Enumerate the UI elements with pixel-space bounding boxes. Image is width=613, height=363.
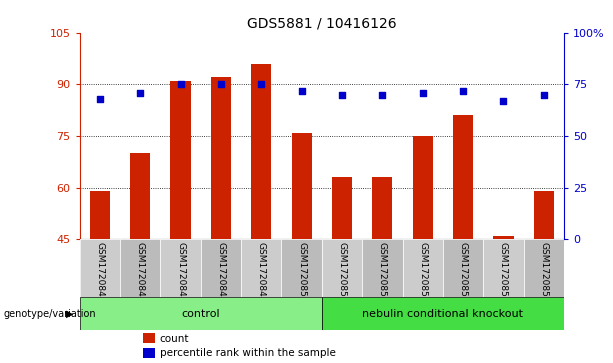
- Text: ▶: ▶: [66, 309, 74, 319]
- Bar: [403, 240, 443, 297]
- Text: GSM1720856: GSM1720856: [539, 242, 548, 303]
- Bar: [292, 132, 312, 240]
- Text: GSM1720850: GSM1720850: [297, 242, 306, 303]
- Point: [498, 98, 508, 104]
- Bar: [120, 240, 161, 297]
- Text: control: control: [181, 309, 220, 319]
- Bar: [201, 240, 241, 297]
- Bar: [281, 240, 322, 297]
- Bar: [534, 191, 554, 240]
- Bar: [483, 240, 524, 297]
- Text: GSM1720853: GSM1720853: [418, 242, 427, 303]
- Text: genotype/variation: genotype/variation: [3, 309, 96, 319]
- Bar: [251, 64, 272, 240]
- Bar: [362, 240, 403, 297]
- Bar: [453, 115, 473, 240]
- Point: [539, 92, 549, 98]
- Point: [337, 92, 347, 98]
- Bar: [130, 153, 150, 240]
- Bar: [143, 333, 154, 343]
- Point: [135, 90, 145, 95]
- Point: [216, 81, 226, 87]
- Text: nebulin conditional knockout: nebulin conditional knockout: [362, 309, 524, 319]
- Bar: [443, 240, 483, 297]
- Text: GSM1720852: GSM1720852: [378, 242, 387, 303]
- Point: [378, 92, 387, 98]
- Bar: [524, 240, 564, 297]
- Title: GDS5881 / 10416126: GDS5881 / 10416126: [247, 16, 397, 30]
- Text: percentile rank within the sample: percentile rank within the sample: [159, 348, 335, 358]
- Text: count: count: [159, 334, 189, 343]
- Text: GSM1720848: GSM1720848: [216, 242, 226, 303]
- Bar: [372, 178, 392, 240]
- Bar: [322, 240, 362, 297]
- Text: GSM1720845: GSM1720845: [96, 242, 104, 303]
- Point: [176, 81, 186, 87]
- Text: GSM1720847: GSM1720847: [176, 242, 185, 303]
- Point: [458, 87, 468, 93]
- Text: GSM1720846: GSM1720846: [135, 242, 145, 303]
- Bar: [80, 240, 120, 297]
- Bar: [322, 297, 564, 330]
- Point: [95, 96, 105, 102]
- Text: GSM1720851: GSM1720851: [338, 242, 346, 303]
- Text: GSM1720854: GSM1720854: [459, 242, 468, 303]
- Bar: [170, 81, 191, 240]
- Bar: [493, 236, 514, 240]
- Text: GSM1720849: GSM1720849: [257, 242, 266, 303]
- Bar: [413, 136, 433, 240]
- Point: [297, 87, 306, 93]
- Point: [256, 81, 266, 87]
- Bar: [241, 240, 281, 297]
- Bar: [211, 77, 231, 240]
- Bar: [332, 178, 352, 240]
- Bar: [80, 297, 322, 330]
- Point: [418, 90, 428, 95]
- Text: GSM1720855: GSM1720855: [499, 242, 508, 303]
- Bar: [161, 240, 201, 297]
- Bar: [143, 348, 154, 358]
- Bar: [89, 191, 110, 240]
